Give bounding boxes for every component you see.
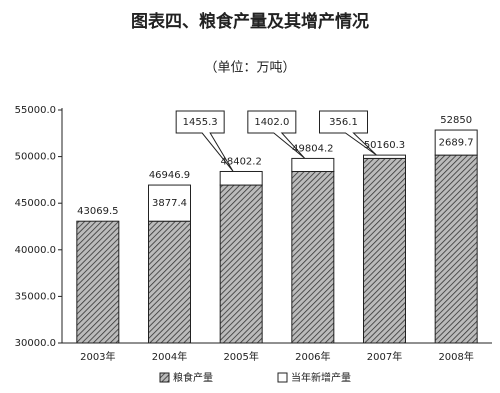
bar-segment <box>148 220 191 344</box>
data-label: 3877.4 <box>152 198 187 209</box>
bar-segment <box>363 157 406 344</box>
callout <box>319 110 377 156</box>
bar-segment <box>291 170 335 344</box>
x-tick-label: 2003年 <box>80 350 115 363</box>
bar-segment <box>219 184 263 344</box>
data-label: 2689.7 <box>439 138 474 149</box>
y-tick-label: 55000.0 <box>15 105 56 116</box>
bar-segment <box>76 220 120 344</box>
data-label: 1455.3 <box>183 117 218 128</box>
legend-label: 当年新增产量 <box>291 371 351 384</box>
y-tick-label: 30000.0 <box>15 338 56 349</box>
y-tick-label: 40000.0 <box>15 245 56 256</box>
y-tick-label: 50000.0 <box>15 152 56 163</box>
bar-segment <box>219 170 263 186</box>
x-tick-label: 2004年 <box>152 350 187 363</box>
chart-subtitle: （单位：万吨） <box>204 61 295 76</box>
x-tick-label: 2007年 <box>367 350 402 363</box>
x-tick-label: 2008年 <box>438 350 473 363</box>
callout <box>247 110 306 159</box>
data-label: 356.1 <box>329 117 358 128</box>
chart-title: 图表四、粮食产量及其增产情况 <box>131 11 369 32</box>
legend-swatch <box>159 372 170 383</box>
legend-label: 粮食产量 <box>173 371 213 384</box>
total-label: 49804.2 <box>292 143 333 154</box>
bar-segment <box>434 154 478 344</box>
total-label: 52850 <box>440 115 472 126</box>
legend-swatch <box>277 372 288 383</box>
x-tick-label: 2006年 <box>295 350 330 363</box>
bar-segment <box>291 157 335 172</box>
y-tick-label: 35000.0 <box>15 291 56 302</box>
bar-segment <box>363 154 406 159</box>
total-label: 48402.2 <box>220 156 261 167</box>
total-label: 46946.9 <box>149 170 190 181</box>
x-tick-label: 2005年 <box>223 350 258 363</box>
y-tick-label: 45000.0 <box>15 198 56 209</box>
data-label: 1402.0 <box>254 117 289 128</box>
total-label: 43069.5 <box>77 206 118 217</box>
callout <box>175 110 234 172</box>
bar-segment <box>434 129 478 156</box>
total-label: 50160.3 <box>364 140 405 151</box>
bar-segment <box>148 184 191 222</box>
